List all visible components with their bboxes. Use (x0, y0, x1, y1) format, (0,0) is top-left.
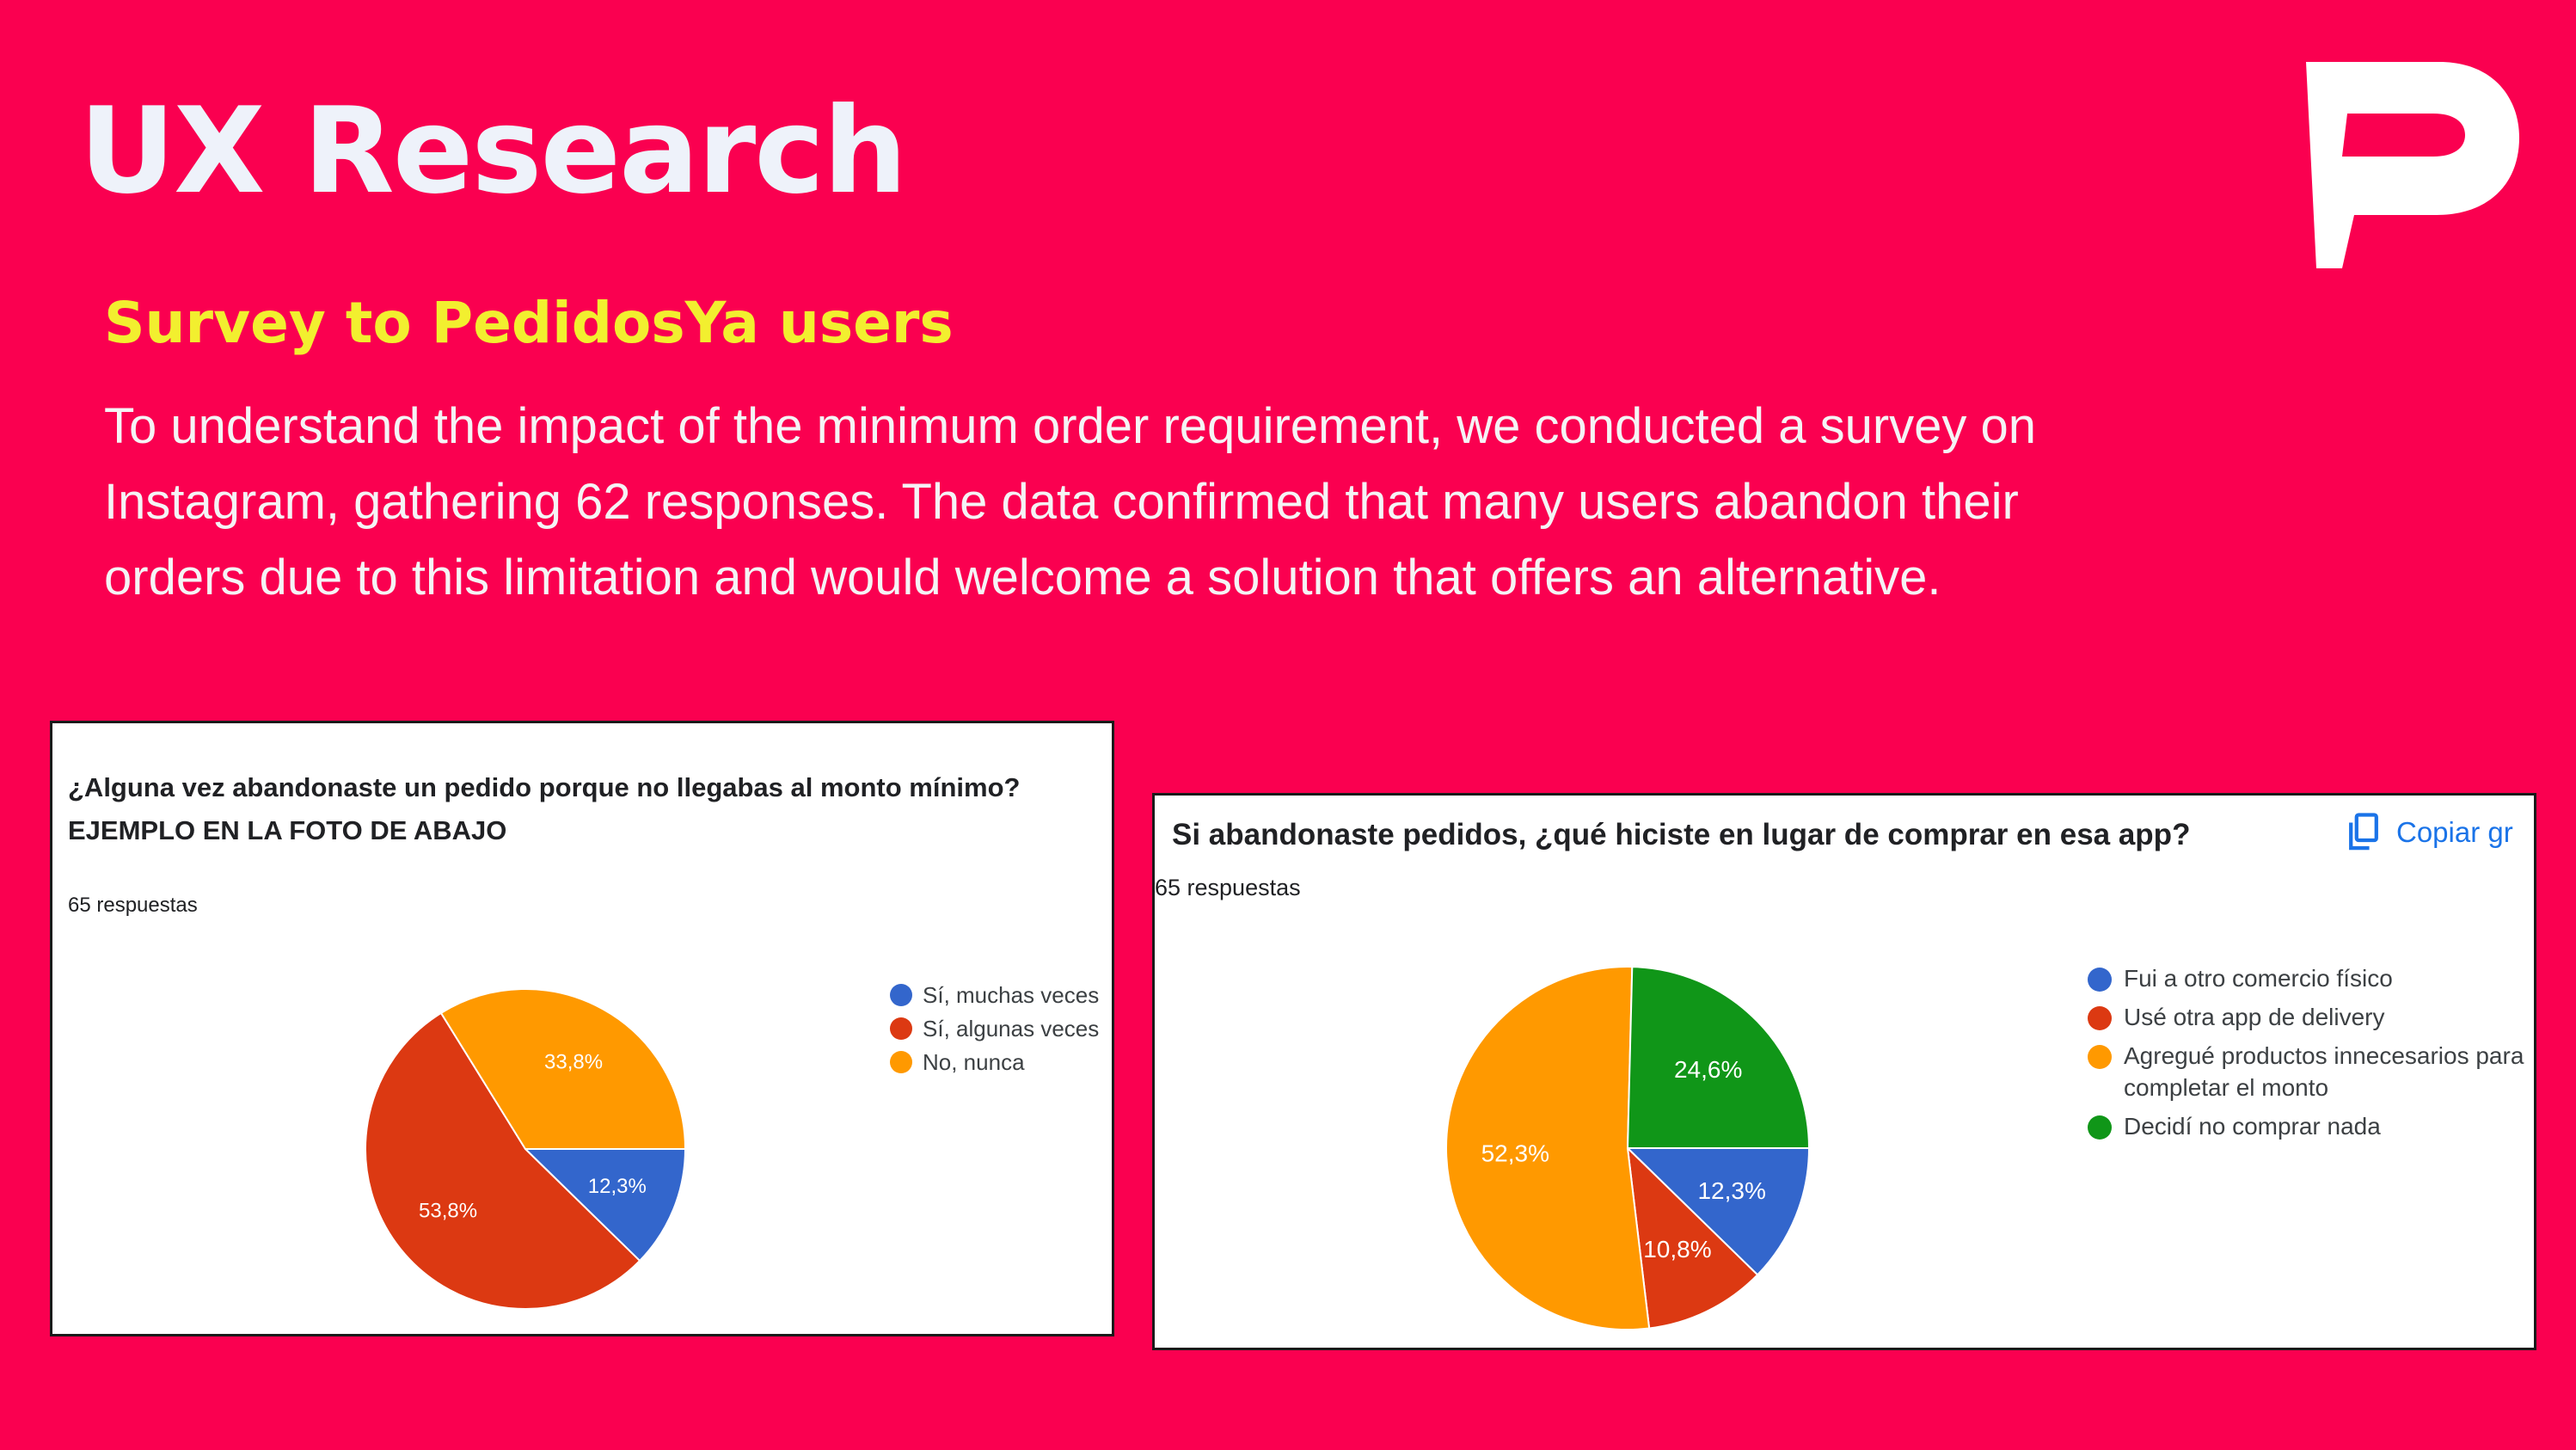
legend-label: Usé otra app de delivery (2124, 1004, 2385, 1030)
question-text: ¿Alguna vez abandonaste un pedido porque… (68, 772, 1021, 802)
legend-item-decidi-no-comprar-nada: Decidí no comprar nada (2088, 1110, 2534, 1142)
pie-slice-si-muchas-veces (523, 1148, 687, 1263)
chart-legend: Sí, muchas veces Sí, algunas veces No, nun… (890, 980, 1112, 1080)
legend-swatch (890, 984, 912, 1006)
intro-paragraph: To understand the impact of the minimum … (104, 398, 2037, 605)
pie-chart-1: 12,3% 53,8% 33,8% (365, 988, 687, 1310)
pie-slice-fui-a-otro-comercio-fisico (1625, 1147, 1811, 1276)
copy-chart-button[interactable]: Copiar gr (2346, 809, 2513, 856)
legend-item-si-muchas-veces: Sí, muchas veces (890, 980, 1112, 1013)
pie-slice-agregue-productos-innecesarios-para-completar-el-monto (1445, 966, 1651, 1330)
slice-value-label: 10,8% (1643, 1236, 1711, 1263)
chart-legend: Fui a otro comercio físico Usé otra app d… (2088, 962, 2534, 1149)
legend-item-no-nunca: No, nunca (890, 1047, 1112, 1080)
pedidosya-logo-icon (2306, 62, 2519, 268)
pie-slice-si-algunas-veces (365, 1011, 641, 1310)
survey-card-minimum-order: ¿Alguna vez abandonaste un pedido porque… (50, 721, 1114, 1336)
legend-item-fui-a-otro-comercio-fisico: Fui a otro comercio físico (2088, 962, 2534, 994)
legend-label: Decidí no comprar nada (2124, 1113, 2381, 1140)
page-title: UX Research (79, 82, 907, 220)
responses-count: 65 respuestas (1155, 875, 1301, 900)
legend-label: Sí, algunas veces (923, 1016, 1100, 1041)
slice-value-label: 53,8% (419, 1200, 477, 1223)
pie-slice-no-nunca (439, 988, 687, 1150)
pie-slice-decidi-no-comprar-nada (1626, 966, 1811, 1149)
question-text: Si abandonaste pedidos, ¿qué hiciste en … (1172, 818, 2191, 851)
slice-value-label: 24,6% (1674, 1056, 1742, 1083)
copy-icon (2349, 813, 2378, 851)
slice-value-label: 12,3% (1697, 1177, 1765, 1204)
legend-swatch (890, 1051, 912, 1073)
legend-swatch (2088, 1115, 2112, 1140)
slice-value-label: 33,8% (544, 1051, 603, 1074)
legend-item-si-algunas-veces: Sí, algunas veces (890, 1013, 1112, 1047)
survey-card-alternatives: Si abandonaste pedidos, ¿qué hiciste en … (1152, 793, 2536, 1350)
legend-swatch (2088, 968, 2112, 992)
pie-slice-use-otra-app-de-delivery (1626, 1146, 1759, 1330)
legend-label: Fui a otro comercio físico (2124, 965, 2393, 992)
legend-swatch (2088, 1045, 2112, 1069)
legend-swatch (2088, 1006, 2112, 1030)
copy-chart-label: Copiar gr (2396, 816, 2513, 848)
legend-item-agregue-productos-innecesarios-para-completar-el-monto: Agregué productos innecesarios para comp… (2088, 1040, 2534, 1103)
legend-label: Agregué productos innecesarios para comp… (2124, 1042, 2524, 1101)
slice-value-label: 52,3% (1481, 1140, 1549, 1167)
legend-label: No, nunca (923, 1049, 1025, 1075)
legend-label: Sí, muchas veces (923, 982, 1100, 1008)
legend-item-use-otra-app-de-delivery: Usé otra app de delivery (2088, 1001, 2534, 1033)
legend-swatch (890, 1017, 912, 1040)
question-note: EJEMPLO EN LA FOTO DE ABAJO (68, 815, 507, 845)
survey-subtitle: Survey to PedidosYa users (104, 290, 954, 356)
responses-count: 65 respuestas (68, 894, 198, 917)
slice-value-label: 12,3% (588, 1175, 647, 1198)
pie-chart-2: 12,3% 10,8% 52,3% 24,6% (1445, 966, 1811, 1330)
